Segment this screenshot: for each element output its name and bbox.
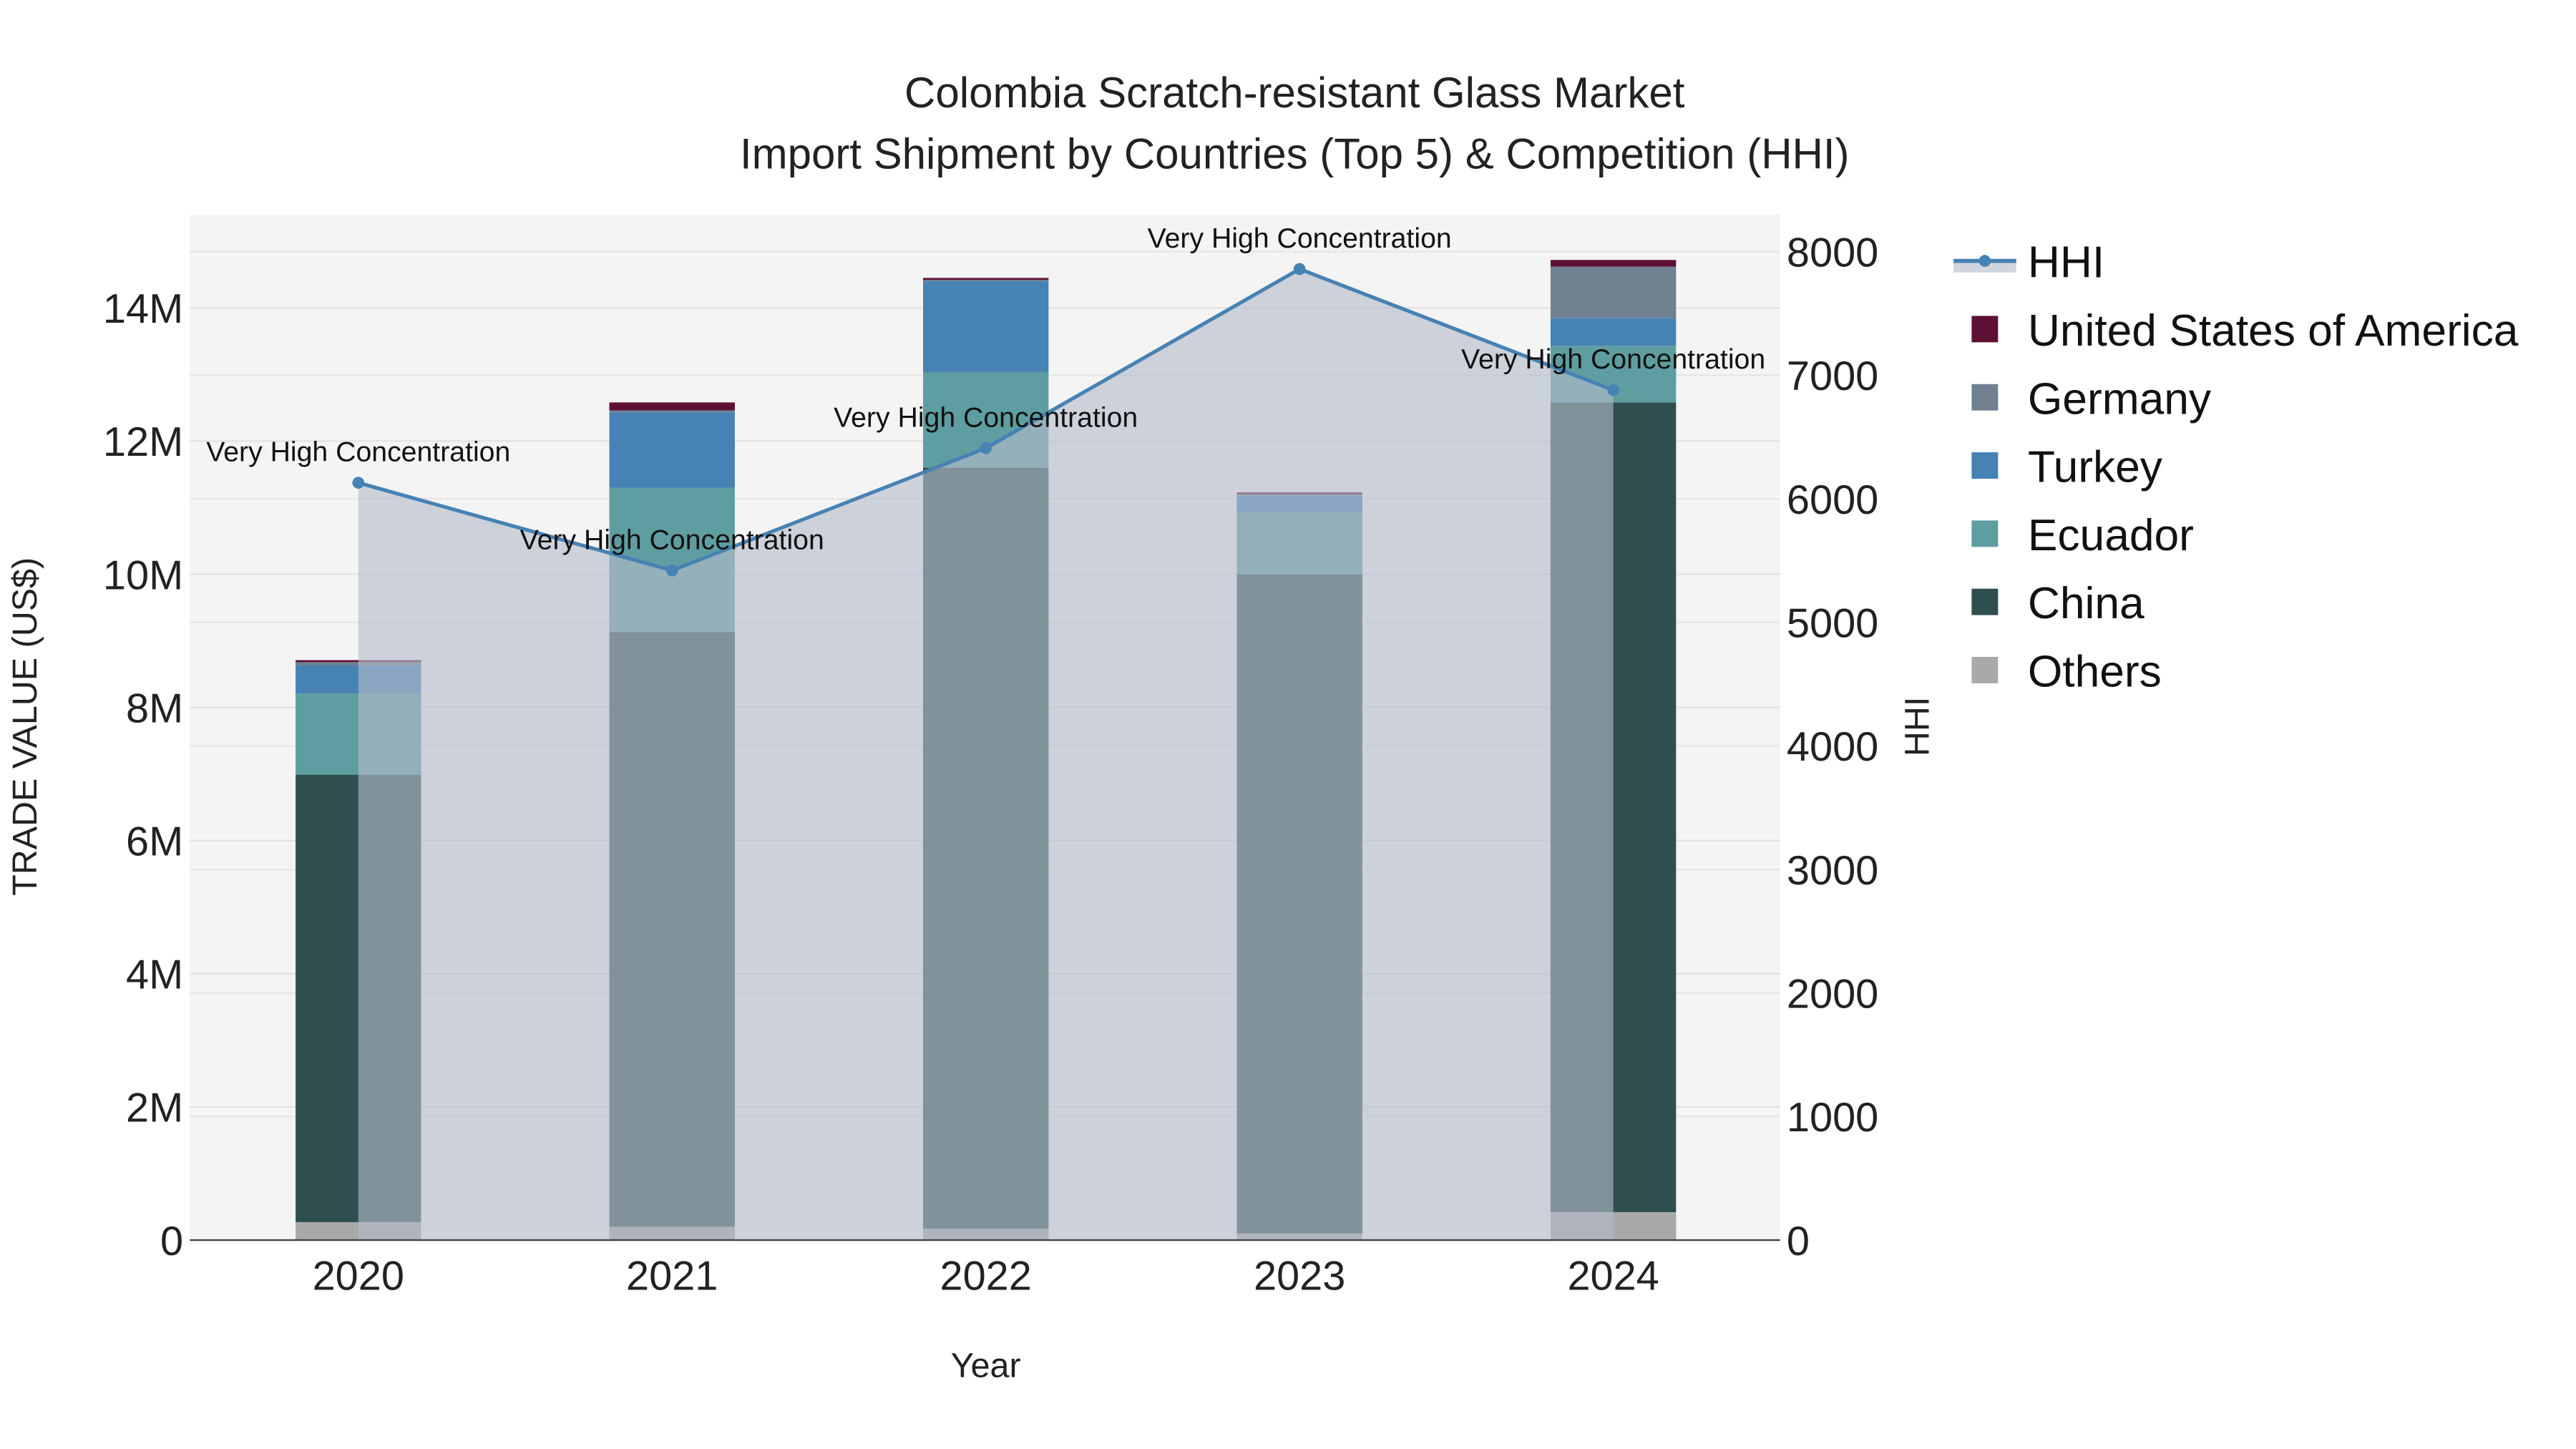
y-tick-label: 8M — [126, 686, 183, 731]
legend-label: Others — [2028, 648, 2162, 697]
y2-tick-label: 3000 — [1787, 848, 1878, 894]
hhi-legend-marker — [1979, 255, 1991, 267]
y-tick-label: 10M — [103, 552, 183, 598]
y2-tick-label: 8000 — [1787, 230, 1878, 276]
bar-turkey-2021[interactable] — [609, 412, 735, 488]
legend-swatch — [1971, 588, 1999, 615]
y-axis-title: TRADE VALUE (US$) — [6, 557, 44, 896]
legend-label: HHI — [2028, 238, 2104, 288]
legend-item-turkey[interactable]: Turkey — [1971, 443, 2163, 492]
x-tick-label: 2021 — [626, 1253, 718, 1299]
hhi-point[interactable] — [665, 564, 678, 577]
x-tick-label: 2022 — [940, 1253, 1032, 1299]
y-tick-label: 12M — [103, 419, 183, 465]
hhi-annotation: Very High Concentration — [1148, 223, 1452, 254]
bar-germany-2021[interactable] — [609, 410, 735, 413]
legend-swatch — [1971, 316, 1999, 343]
legend-label: Ecuador — [2028, 511, 2194, 560]
y-tick-label: 14M — [103, 286, 183, 332]
y-tick-label: 2M — [126, 1085, 183, 1131]
bar-germany-2024[interactable] — [1550, 266, 1677, 318]
legend-swatch — [1971, 384, 1999, 411]
hhi-area — [358, 268, 1614, 1241]
legend-item-ecuador[interactable]: Ecuador — [1971, 511, 2194, 560]
bar-turkey-2022[interactable] — [923, 281, 1049, 373]
y2-tick-label: 4000 — [1787, 724, 1878, 770]
hhi-annotation: Very High Concentration — [520, 524, 824, 555]
legend-item-china[interactable]: China — [1971, 579, 2145, 628]
y2-tick-label: 7000 — [1787, 353, 1878, 399]
legend: HHI United States of America Germany Turkey… — [1953, 238, 2519, 697]
bar-united-states-of-america-2024[interactable] — [1550, 260, 1677, 267]
legend-item-others[interactable]: Others — [1971, 648, 2162, 697]
y2-axis-title: HHI — [1898, 697, 1936, 756]
y2-tick-label: 2000 — [1787, 972, 1878, 1018]
x-axis: 2020 2021 2022 2023 2024 — [313, 1253, 1659, 1299]
hhi-point[interactable] — [352, 477, 365, 489]
y-tick-label: 4M — [126, 952, 183, 998]
legend-label: China — [2028, 579, 2145, 628]
y-tick-label: 0 — [160, 1219, 183, 1264]
x-tick-label: 2024 — [1567, 1253, 1659, 1299]
legend-label: Germany — [2028, 374, 2212, 424]
x-tick-label: 2023 — [1254, 1253, 1345, 1299]
bar-united-states-of-america-2021[interactable] — [609, 402, 735, 411]
legend-item-hhi[interactable]: HHI — [1953, 238, 2104, 288]
legend-label: United States of America — [2028, 306, 2519, 356]
legend-item-united-states-of-america[interactable]: United States of America — [1971, 306, 2519, 356]
hhi-point[interactable] — [1293, 263, 1306, 275]
legend-label: Turkey — [2028, 443, 2163, 492]
hhi-series: Very High Concentration Very High Concent… — [206, 223, 1765, 1241]
y2-tick-label: 6000 — [1787, 477, 1878, 523]
hhi-annotation: Very High Concentration — [206, 436, 510, 468]
hhi-annotation: Very High Concentration — [834, 401, 1138, 433]
hhi-point[interactable] — [980, 442, 992, 454]
y-axis: 0 2M 4M 6M 8M 10M 12M 14M — [103, 286, 183, 1264]
legend-item-germany[interactable]: Germany — [1971, 374, 2212, 424]
bar-turkey-2024[interactable] — [1550, 318, 1677, 346]
hhi-annotation: Very High Concentration — [1461, 343, 1765, 375]
legend-swatch — [1971, 452, 1999, 479]
x-tick-label: 2020 — [313, 1253, 404, 1299]
y2-tick-label: 0 — [1787, 1219, 1810, 1264]
bar-united-states-of-america-2022[interactable] — [923, 278, 1049, 280]
y2-axis: 0 1000 2000 3000 4000 5000 6000 7000 8000 — [1787, 230, 1878, 1264]
bar-germany-2022[interactable] — [923, 280, 1049, 282]
hhi-point[interactable] — [1607, 384, 1619, 396]
legend-swatch — [1971, 657, 1999, 683]
legend-swatch — [1971, 520, 1999, 547]
chart-subtitle: Import Shipment by Countries (Top 5) & C… — [740, 130, 1850, 177]
y2-tick-label: 1000 — [1787, 1095, 1878, 1141]
y2-tick-label: 5000 — [1787, 601, 1878, 647]
y-tick-label: 6M — [126, 819, 183, 865]
chart-title: Colombia Scratch-resistant Glass Market — [904, 69, 1685, 117]
x-axis-title: Year — [951, 1347, 1021, 1385]
